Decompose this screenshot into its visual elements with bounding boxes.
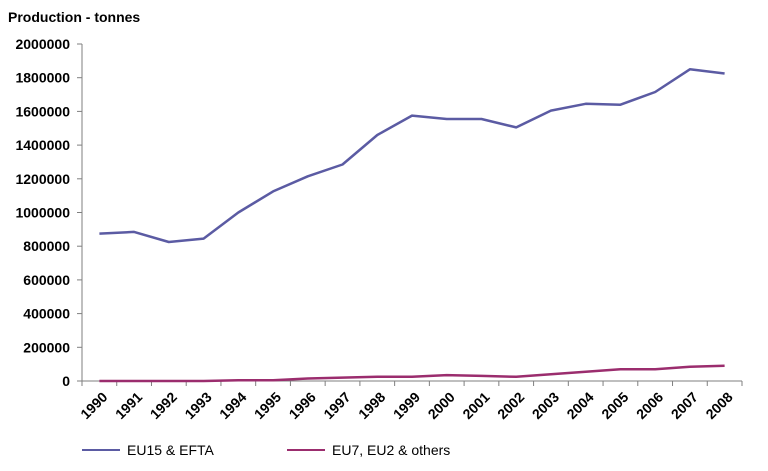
x-tick-label: 1990 (77, 389, 110, 422)
y-tick-label: 1600000 (15, 103, 70, 119)
y-tick-label: 2000000 (15, 36, 70, 52)
y-axis-ticks: 0 200000 400000 600000 800000 1000000 1200000 1… (15, 36, 82, 389)
x-tick-label: 2002 (494, 389, 527, 422)
y-tick-label: 200000 (23, 339, 70, 355)
x-tick-label: 1999 (390, 389, 423, 422)
x-tick-label: 2001 (459, 389, 492, 422)
y-tick-label: 600000 (23, 272, 70, 288)
y-tick-label: 1800000 (15, 70, 70, 86)
x-tick-label: 2008 (702, 389, 735, 422)
x-tick-label: 2006 (633, 389, 666, 422)
x-tick-label: 2007 (668, 389, 701, 422)
y-axis-label: Production - tonnes (8, 9, 140, 25)
x-tick-label: 2005 (598, 389, 631, 422)
series-line-eu7-eu2-others (99, 364, 725, 383)
x-tick-label: 1995 (251, 389, 284, 422)
x-tick-label: 1997 (320, 389, 353, 422)
x-tick-label: 2004 (563, 389, 596, 422)
x-axis-ticks: 1990 1991 1992 1993 1994 1995 1996 1997 1998 1999… (77, 381, 743, 422)
y-tick-label: 1200000 (15, 171, 70, 187)
x-tick-label: 2003 (529, 389, 562, 422)
x-tick-label: 1992 (147, 389, 180, 422)
legend: EU15 & EFTA EU7, EU2 & others (82, 442, 450, 458)
x-tick-label: 1996 (286, 389, 319, 422)
x-tick-label: 1994 (216, 389, 249, 422)
legend-label-eu15-efta: EU15 & EFTA (127, 442, 215, 458)
x-tick-label: 1991 (112, 389, 145, 422)
y-tick-label: 800000 (23, 238, 70, 254)
series-line-eu15-efta (99, 68, 725, 244)
series-lines (99, 68, 725, 383)
legend-label-eu7-eu2-others: EU7, EU2 & others (332, 442, 450, 458)
x-tick-label: 2000 (425, 389, 458, 422)
y-tick-label: 0 (62, 373, 70, 389)
x-tick-label: 1993 (181, 389, 214, 422)
x-tick-label: 1998 (355, 389, 388, 422)
y-tick-label: 1000000 (15, 205, 70, 221)
y-tick-label: 400000 (23, 306, 70, 322)
y-tick-label: 1400000 (15, 137, 70, 153)
